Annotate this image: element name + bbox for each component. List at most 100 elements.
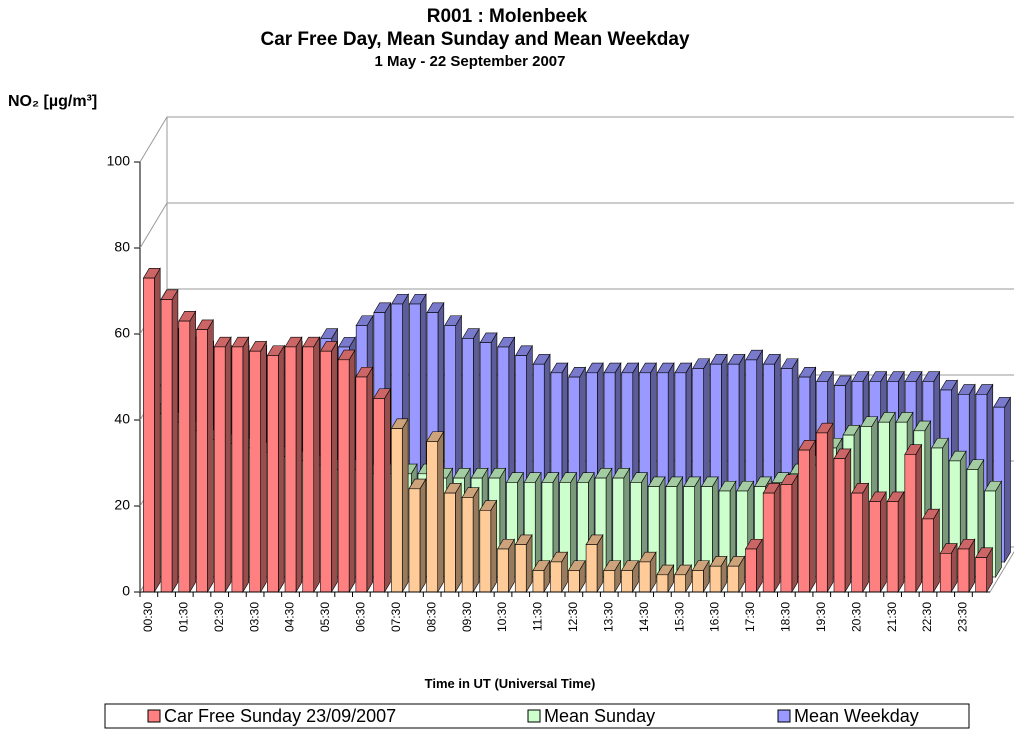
y-tick-label: 0 <box>122 583 130 599</box>
x-tick-label: 12:30 <box>566 602 580 632</box>
legend-label: Car Free Sunday 23/09/2007 <box>164 706 396 726</box>
bar <box>745 548 757 593</box>
x-tick-label: 19:30 <box>814 602 828 632</box>
bar <box>426 441 438 593</box>
legend-swatch <box>777 709 791 723</box>
bar-side <box>295 336 303 594</box>
x-axis-label: Time in UT (Universal Time) <box>425 676 596 691</box>
bar <box>683 486 695 578</box>
bar <box>851 492 863 593</box>
bar-side <box>933 508 940 594</box>
bar <box>762 492 775 593</box>
bar <box>444 492 456 593</box>
y-tick-label: 60 <box>114 325 130 341</box>
x-tick-label: 20:30 <box>849 602 863 632</box>
bar-side <box>224 336 232 594</box>
bar <box>815 432 828 593</box>
x-tick-label: 18:30 <box>779 602 793 632</box>
x-tick-label: 14:30 <box>637 602 651 632</box>
bar-side <box>773 482 781 594</box>
bar <box>178 320 191 593</box>
x-tick-label: 13:30 <box>601 602 615 632</box>
y-tick-label: 40 <box>114 411 130 427</box>
bar <box>196 329 208 593</box>
bar-side <box>791 473 798 594</box>
grid-line <box>139 202 1014 249</box>
bar-side <box>880 490 887 594</box>
bar <box>143 277 155 593</box>
bar-side <box>207 318 214 594</box>
x-tick-label: 09:30 <box>460 602 474 632</box>
bar-side <box>401 417 409 594</box>
bar <box>780 484 793 593</box>
bar <box>337 359 350 593</box>
bar-side <box>189 310 196 594</box>
bar <box>213 346 226 593</box>
legend-swatch <box>527 709 541 723</box>
bar-side <box>472 486 480 594</box>
bar <box>904 454 917 593</box>
chart-period: 1 May - 22 September 2007 <box>375 53 566 70</box>
x-tick-label: 10:30 <box>495 602 509 632</box>
bar-side <box>862 482 869 594</box>
y-tick-label: 20 <box>114 497 130 513</box>
bar-side <box>897 490 905 594</box>
bar-side <box>676 475 684 579</box>
bar <box>638 561 651 593</box>
bar-side <box>490 499 497 594</box>
bar-side <box>154 267 161 594</box>
legend-label: Mean Weekday <box>794 706 919 726</box>
bar-side <box>455 482 462 594</box>
bar <box>621 570 633 593</box>
bar-side <box>844 447 852 594</box>
bar <box>656 574 669 593</box>
chart-subtitle: Car Free Day, Mean Sunday and Mean Weekd… <box>260 29 689 50</box>
y-tick-label: 100 <box>107 153 131 169</box>
bar <box>373 398 385 593</box>
bar-side <box>809 439 816 594</box>
bar-side <box>437 430 444 594</box>
bar-side <box>242 336 250 594</box>
bar-side <box>995 480 1002 579</box>
bar <box>975 557 987 593</box>
bar <box>603 570 616 593</box>
bar <box>497 548 509 593</box>
bar-side <box>658 475 666 579</box>
bar <box>550 561 562 593</box>
chart-title: R001 : Molenbeek <box>427 6 588 27</box>
bar <box>939 552 952 593</box>
x-tick-label: 07:30 <box>389 602 403 632</box>
bar <box>231 346 244 593</box>
bar <box>665 486 678 578</box>
bar-side <box>826 422 834 594</box>
bar <box>674 574 686 593</box>
bar <box>267 355 279 593</box>
x-tick-label: 05:30 <box>318 602 332 632</box>
x-tick-label: 00:30 <box>141 602 155 632</box>
bar-side <box>348 348 356 594</box>
bar <box>568 570 580 593</box>
bar <box>727 565 740 593</box>
bar <box>160 299 173 593</box>
bar <box>886 501 899 593</box>
bar <box>798 449 810 593</box>
bar-side <box>1004 396 1011 564</box>
bar <box>284 346 297 593</box>
x-tick-label: 23:30 <box>956 602 970 632</box>
x-tick-label: 11:30 <box>531 602 545 631</box>
bar <box>390 428 403 593</box>
bar <box>692 570 704 593</box>
bar-side <box>915 443 922 594</box>
legend-swatch <box>147 709 161 723</box>
x-tick-label: 04:30 <box>283 602 297 632</box>
bar <box>479 509 492 593</box>
bar <box>355 376 368 593</box>
x-tick-label: 15:30 <box>672 602 686 632</box>
bar-side <box>384 387 391 594</box>
bar-side <box>260 340 267 594</box>
grid-line <box>139 116 1014 163</box>
bar <box>249 350 261 593</box>
x-tick-label: 22:30 <box>920 602 934 632</box>
bar <box>833 458 846 593</box>
bar <box>514 544 527 593</box>
